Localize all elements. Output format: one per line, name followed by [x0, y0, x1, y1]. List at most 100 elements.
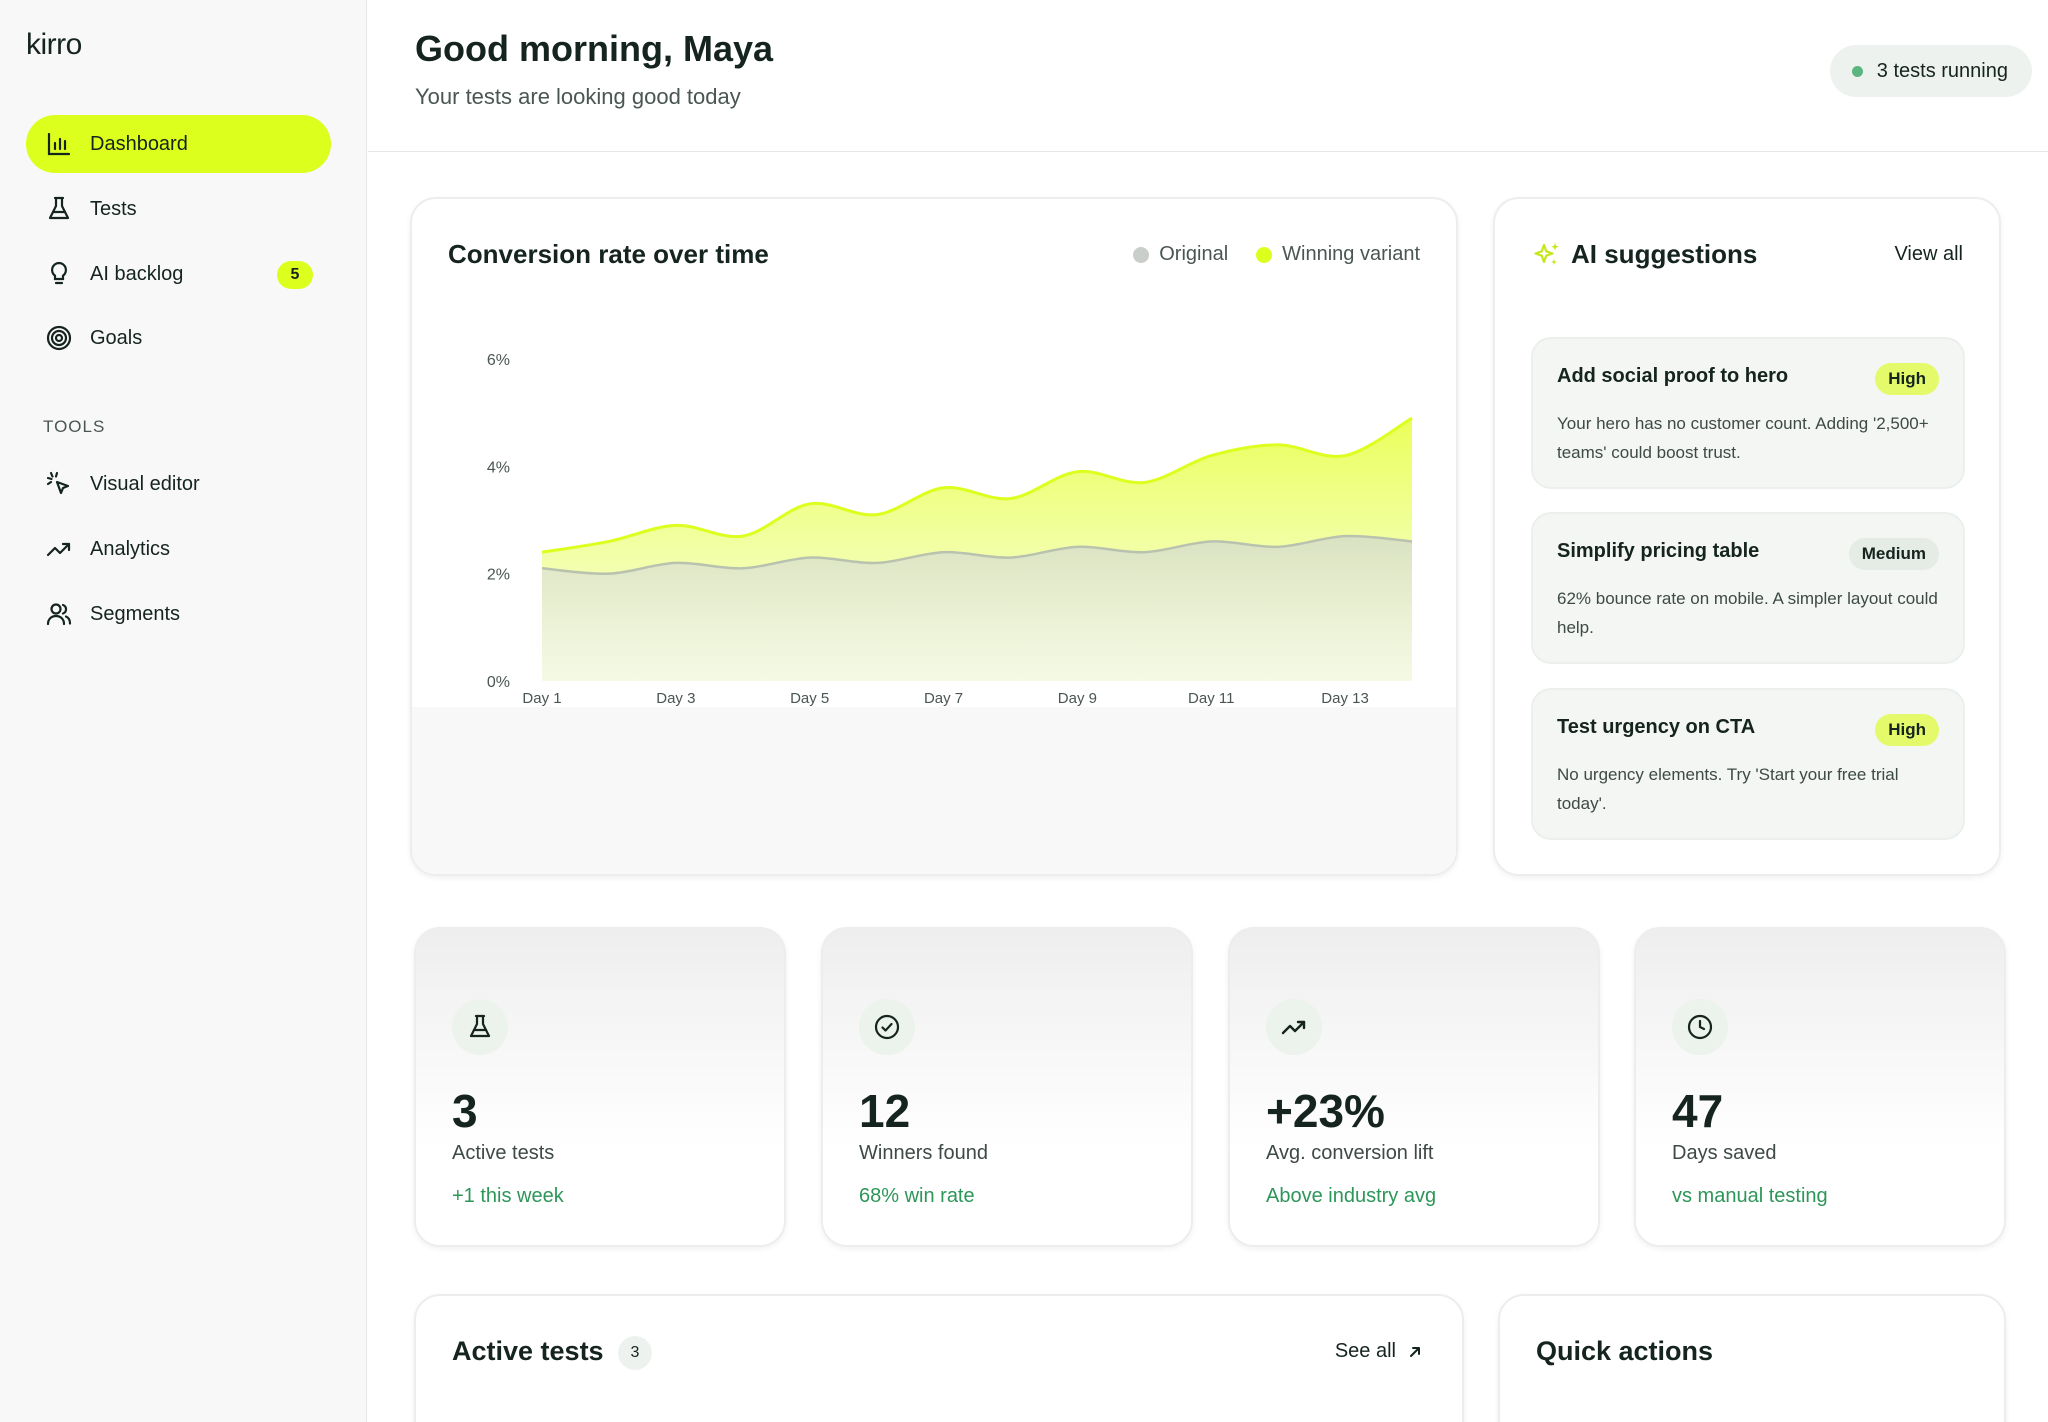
sidebar-item-label: Goals — [90, 326, 143, 349]
suggestion-title: Test urgency on CTA — [1557, 716, 1756, 738]
sidebar-item-dashboard[interactable]: Dashboard — [26, 115, 331, 173]
status-dot — [1851, 65, 1863, 77]
stat-note: Above industry avg — [1266, 1185, 1437, 1207]
stat-label: Active tests — [452, 1142, 555, 1164]
sidebar-item-segments[interactable]: Segments — [26, 585, 331, 643]
tests-running-status[interactable]: 3 tests running — [1829, 45, 2032, 97]
trend-up-icon — [44, 534, 74, 564]
stat-note: vs manual testing — [1672, 1185, 1828, 1207]
stat-note: +1 this week — [452, 1185, 564, 1207]
x-tick-label: Day 13 — [1321, 690, 1369, 707]
target-icon — [44, 323, 74, 353]
suggestion-description: Your hero has no customer count. Adding … — [1557, 414, 1929, 462]
check-circle-icon — [859, 999, 915, 1055]
sparkles-icon — [1534, 243, 1559, 265]
stat-value: 3 — [452, 1085, 478, 1137]
clock-icon — [1672, 999, 1728, 1055]
see-all-label: See all — [1334, 1340, 1396, 1362]
flask-icon — [452, 999, 508, 1055]
sidebar-item-label: Analytics — [90, 537, 171, 560]
suggestion-title: Simplify pricing table — [1557, 540, 1760, 562]
chart-legend: Original Winning variant — [1105, 243, 1420, 266]
app-logo[interactable]: kirro — [26, 28, 82, 61]
priority-badge: Medium — [1848, 538, 1939, 570]
sidebar-item-ai-backlog[interactable]: AI backlog 5 — [26, 245, 331, 303]
series-line-original — [541, 534, 1413, 575]
tools-section-label: TOOLS — [43, 417, 106, 436]
suggestion-description: No urgency elements. Try 'Start your fre… — [1557, 765, 1899, 813]
stat-card-conversion-lift: +23% Avg. conversion lift Above industry… — [1228, 927, 1600, 1247]
active-tests-title: Active tests — [452, 1336, 604, 1366]
see-all-link[interactable]: See all — [1335, 1340, 1426, 1363]
legend-dot-original — [1133, 246, 1150, 263]
stat-label: Winners found — [859, 1142, 988, 1164]
stat-value: +23% — [1266, 1085, 1385, 1137]
sidebar-item-label: Segments — [90, 602, 181, 625]
page-header: Good morning, Maya Your tests are lookin… — [368, 0, 2048, 152]
y-tick-label: 2% — [487, 567, 510, 584]
y-tick-label: 4% — [487, 459, 510, 476]
active-tests-card: Active tests 3 See all — [414, 1294, 1464, 1422]
users-icon — [44, 599, 74, 629]
legend-label-original: Original — [1159, 243, 1229, 265]
sidebar-item-analytics[interactable]: Analytics — [26, 520, 331, 578]
priority-badge: High — [1875, 363, 1939, 395]
suggestion-description: 62% bounce rate on mobile. A simpler lay… — [1557, 589, 1938, 637]
x-tick-label: Day 3 — [656, 690, 695, 707]
bar-chart-icon — [44, 129, 74, 159]
x-tick-label: Day 11 — [1188, 690, 1234, 707]
stat-card-winners-found: 12 Winners found 68% win rate — [821, 927, 1193, 1247]
chart-lower-panel — [412, 707, 1456, 874]
conversion-chart-card: Conversion rate over time Original Winni… — [410, 197, 1458, 876]
sidebar-item-label: AI backlog — [90, 262, 184, 285]
stat-note: 68% win rate — [859, 1185, 975, 1207]
quick-actions-title: Quick actions — [1536, 1336, 1714, 1366]
conversion-chart: 0% 2% 4% 6% Day 1 Day 3 Day 5 Day 7 Day 9 Day 11 D… — [412, 352, 1456, 874]
stat-value: 12 — [859, 1085, 911, 1137]
cursor-click-icon — [44, 469, 74, 499]
page-title: Good morning, Maya — [415, 28, 774, 69]
stat-label: Days saved — [1672, 1142, 1777, 1164]
page-subtitle: Your tests are looking good today — [415, 84, 741, 109]
ai-suggestions-title: AI suggestions — [1571, 239, 1758, 269]
priority-badge: High — [1875, 714, 1939, 746]
view-all-link[interactable]: View all — [1894, 243, 1963, 265]
arrow-up-right-icon — [1410, 1346, 1420, 1357]
y-tick-label: 6% — [487, 352, 510, 369]
ai-suggestions-card: AI suggestions View all Add social proof… — [1493, 197, 2001, 876]
suggestion-card[interactable]: Add social proof to hero High Your hero … — [1531, 337, 1965, 489]
suggestion-card[interactable]: Simplify pricing table Medium 62% bounce… — [1531, 512, 1965, 664]
legend-item-original: Original — [1133, 243, 1228, 266]
stat-card-days-saved: 47 Days saved vs manual testing — [1634, 927, 2006, 1247]
status-text: 3 tests running — [1876, 59, 2008, 82]
flask-icon — [44, 194, 74, 224]
x-tick-label: Day 7 — [924, 690, 963, 707]
chart-title: Conversion rate over time — [448, 239, 769, 269]
suggestion-card[interactable]: Test urgency on CTA High No urgency elem… — [1531, 688, 1965, 840]
quick-actions-card: Quick actions — [1498, 1294, 2006, 1422]
sidebar-item-goals[interactable]: Goals — [26, 309, 331, 367]
suggestion-title: Add social proof to hero — [1557, 365, 1789, 387]
stat-card-active-tests: 3 Active tests +1 this week — [414, 927, 786, 1247]
y-tick-label: 0% — [487, 674, 510, 691]
stat-value: 47 — [1672, 1085, 1724, 1137]
series-line-winning-variant — [541, 416, 1413, 554]
trend-up-icon — [1266, 999, 1322, 1055]
series-area-original — [542, 535, 1412, 681]
sidebar-item-tests[interactable]: Tests — [26, 180, 331, 238]
legend-item-winning-variant: Winning variant — [1256, 243, 1420, 266]
sidebar-item-visual-editor[interactable]: Visual editor — [26, 455, 331, 513]
x-tick-label: Day 1 — [522, 690, 561, 707]
sidebar-item-label: Tests — [90, 197, 137, 220]
sidebar-item-label: Visual editor — [90, 472, 200, 495]
active-tests-count-badge: 3 — [618, 1336, 652, 1370]
legend-dot-winning-variant — [1256, 246, 1273, 263]
sidebar: kirro Dashboard Tests AI backlog 5 Goals… — [0, 0, 367, 1422]
x-tick-label: Day 9 — [1058, 690, 1097, 707]
lightbulb-icon — [44, 259, 74, 289]
stat-label: Avg. conversion lift — [1266, 1142, 1434, 1164]
legend-label-winning-variant: Winning variant — [1282, 243, 1420, 265]
x-tick-label: Day 5 — [790, 690, 829, 707]
sidebar-item-label: Dashboard — [90, 132, 188, 155]
ai-backlog-count-badge: 5 — [277, 261, 313, 289]
